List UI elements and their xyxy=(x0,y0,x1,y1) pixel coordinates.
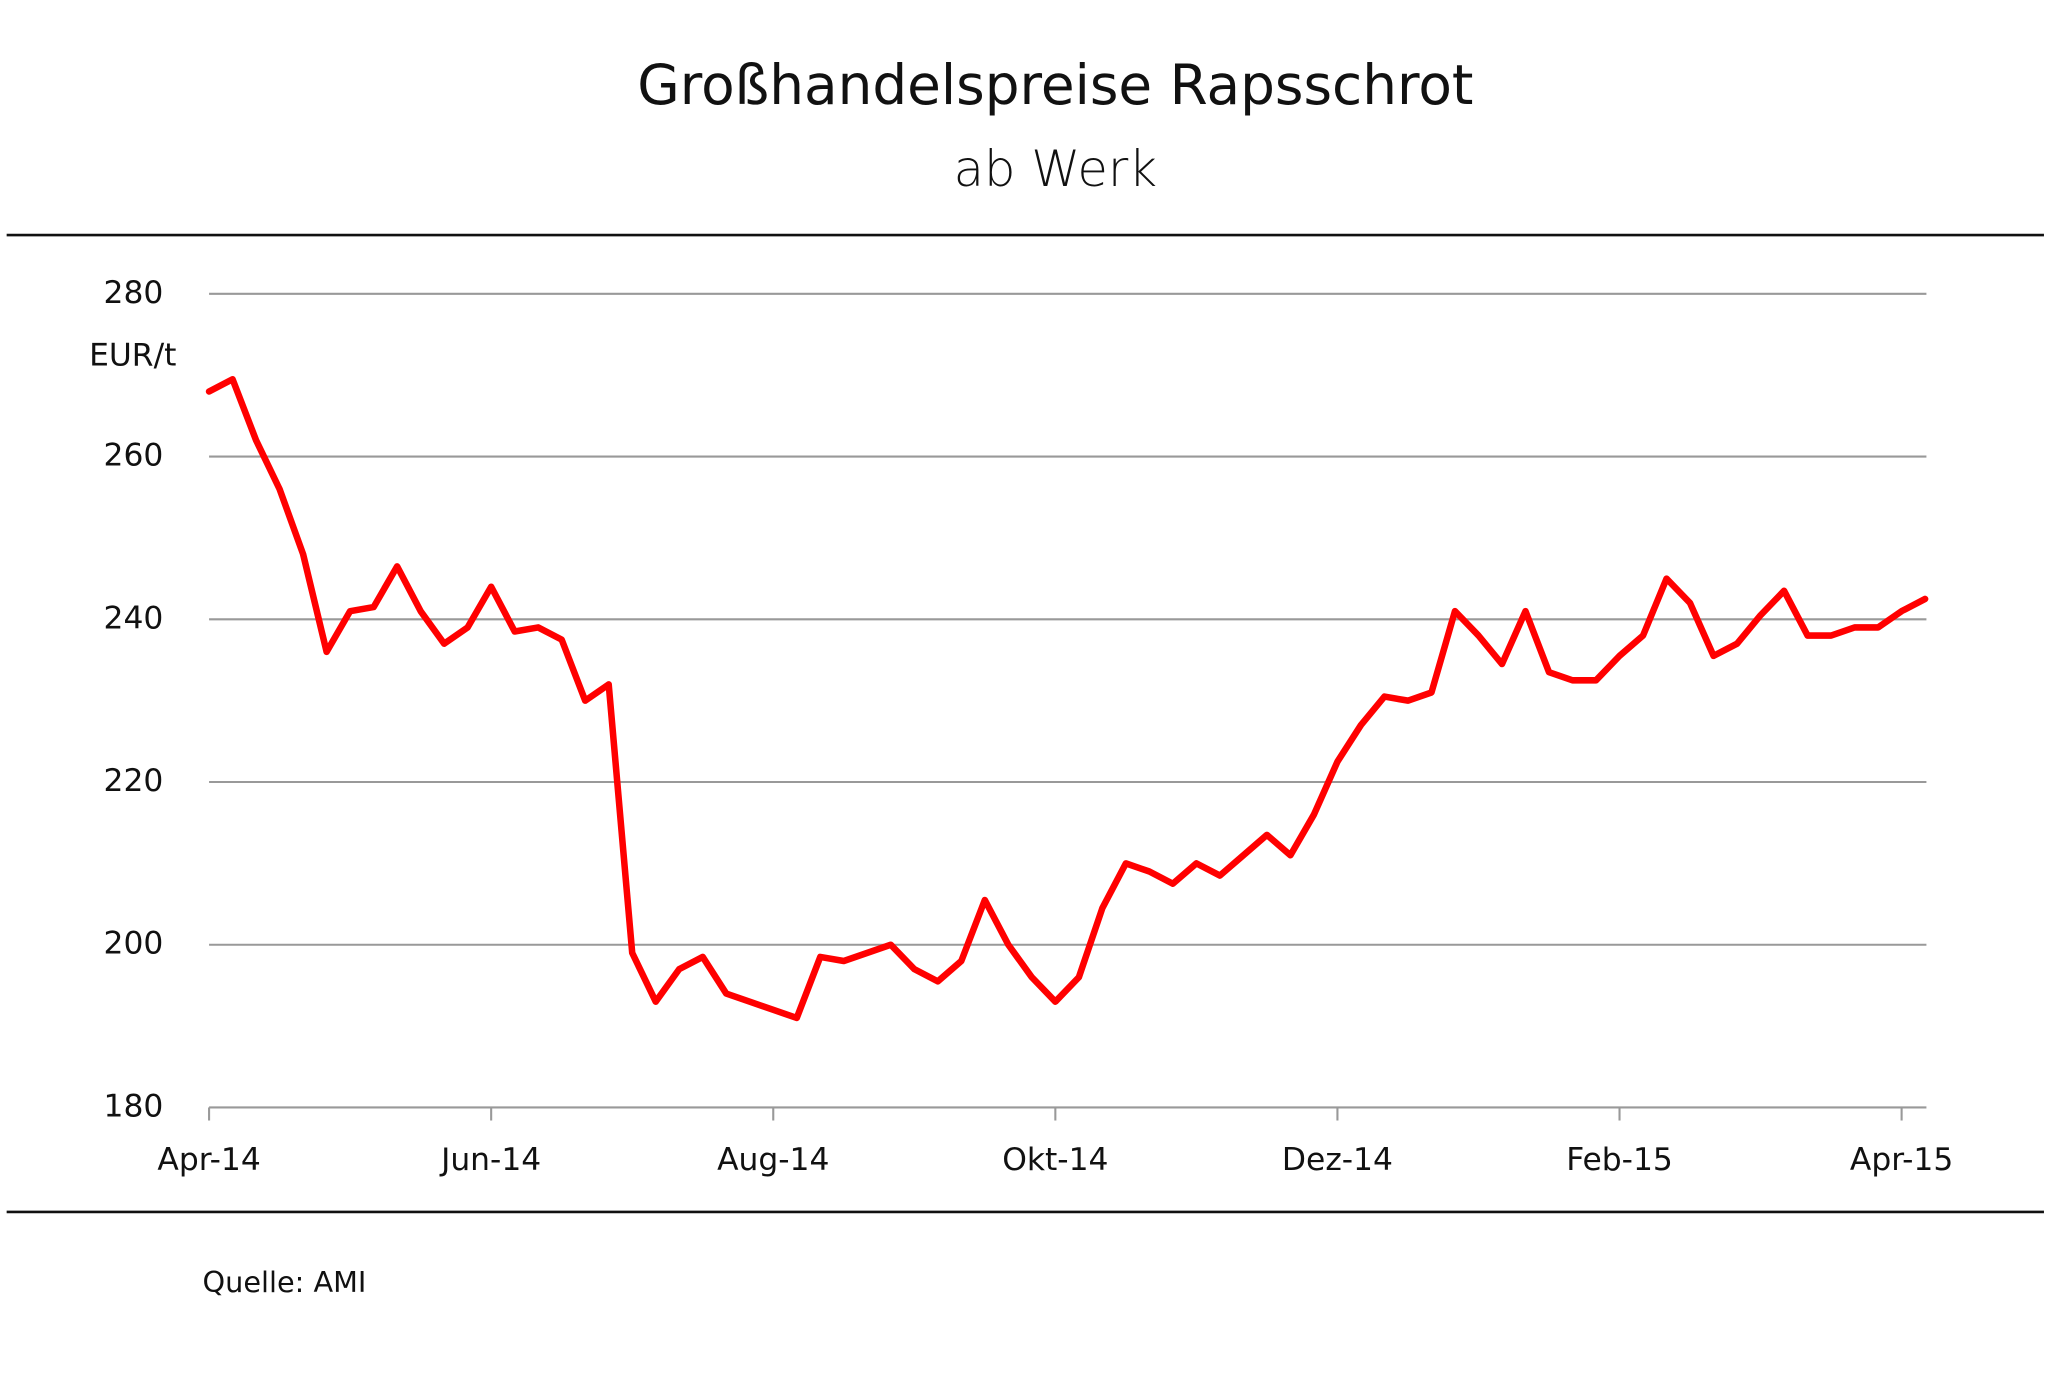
y-tick-label: 280 xyxy=(104,275,164,311)
price-line xyxy=(205,376,1929,1022)
source: Quelle: AMI xyxy=(203,1265,367,1299)
x-tick-label: Aug-14 xyxy=(717,1142,829,1178)
x-tick-label: Apr-15 xyxy=(1850,1142,1953,1178)
y-tick-label: 220 xyxy=(104,763,164,799)
x-tick-label: Dez-14 xyxy=(1282,1142,1393,1178)
y-tick-label: 200 xyxy=(104,926,164,962)
x-tick-label: Okt-14 xyxy=(1002,1142,1108,1178)
x-tick-label: Apr-14 xyxy=(157,1142,260,1178)
y-tick-label: 180 xyxy=(104,1088,164,1124)
y-tick-label: 260 xyxy=(104,438,164,474)
chart-subtitle: ab Werk xyxy=(954,140,1157,198)
x-tick-label: Jun-14 xyxy=(439,1142,541,1178)
x-tick-label: Feb-15 xyxy=(1566,1142,1673,1178)
chart-title: Großhandelspreise Rapsschrot xyxy=(637,53,1473,117)
y-axis-label: EUR/t xyxy=(89,338,176,374)
y-tick-label: 240 xyxy=(104,600,164,636)
